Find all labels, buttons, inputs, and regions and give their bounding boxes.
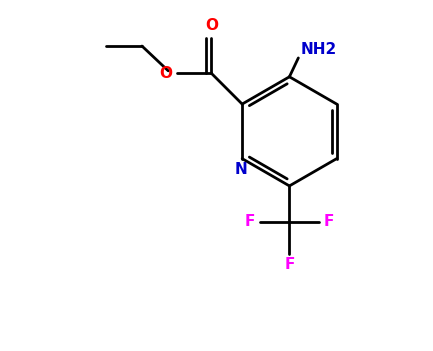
Text: F: F bbox=[245, 214, 255, 229]
Text: F: F bbox=[324, 214, 334, 229]
Text: F: F bbox=[284, 257, 294, 272]
Text: N: N bbox=[234, 162, 247, 177]
Text: O: O bbox=[159, 66, 172, 81]
Text: O: O bbox=[205, 18, 218, 33]
Text: NH2: NH2 bbox=[301, 41, 337, 57]
